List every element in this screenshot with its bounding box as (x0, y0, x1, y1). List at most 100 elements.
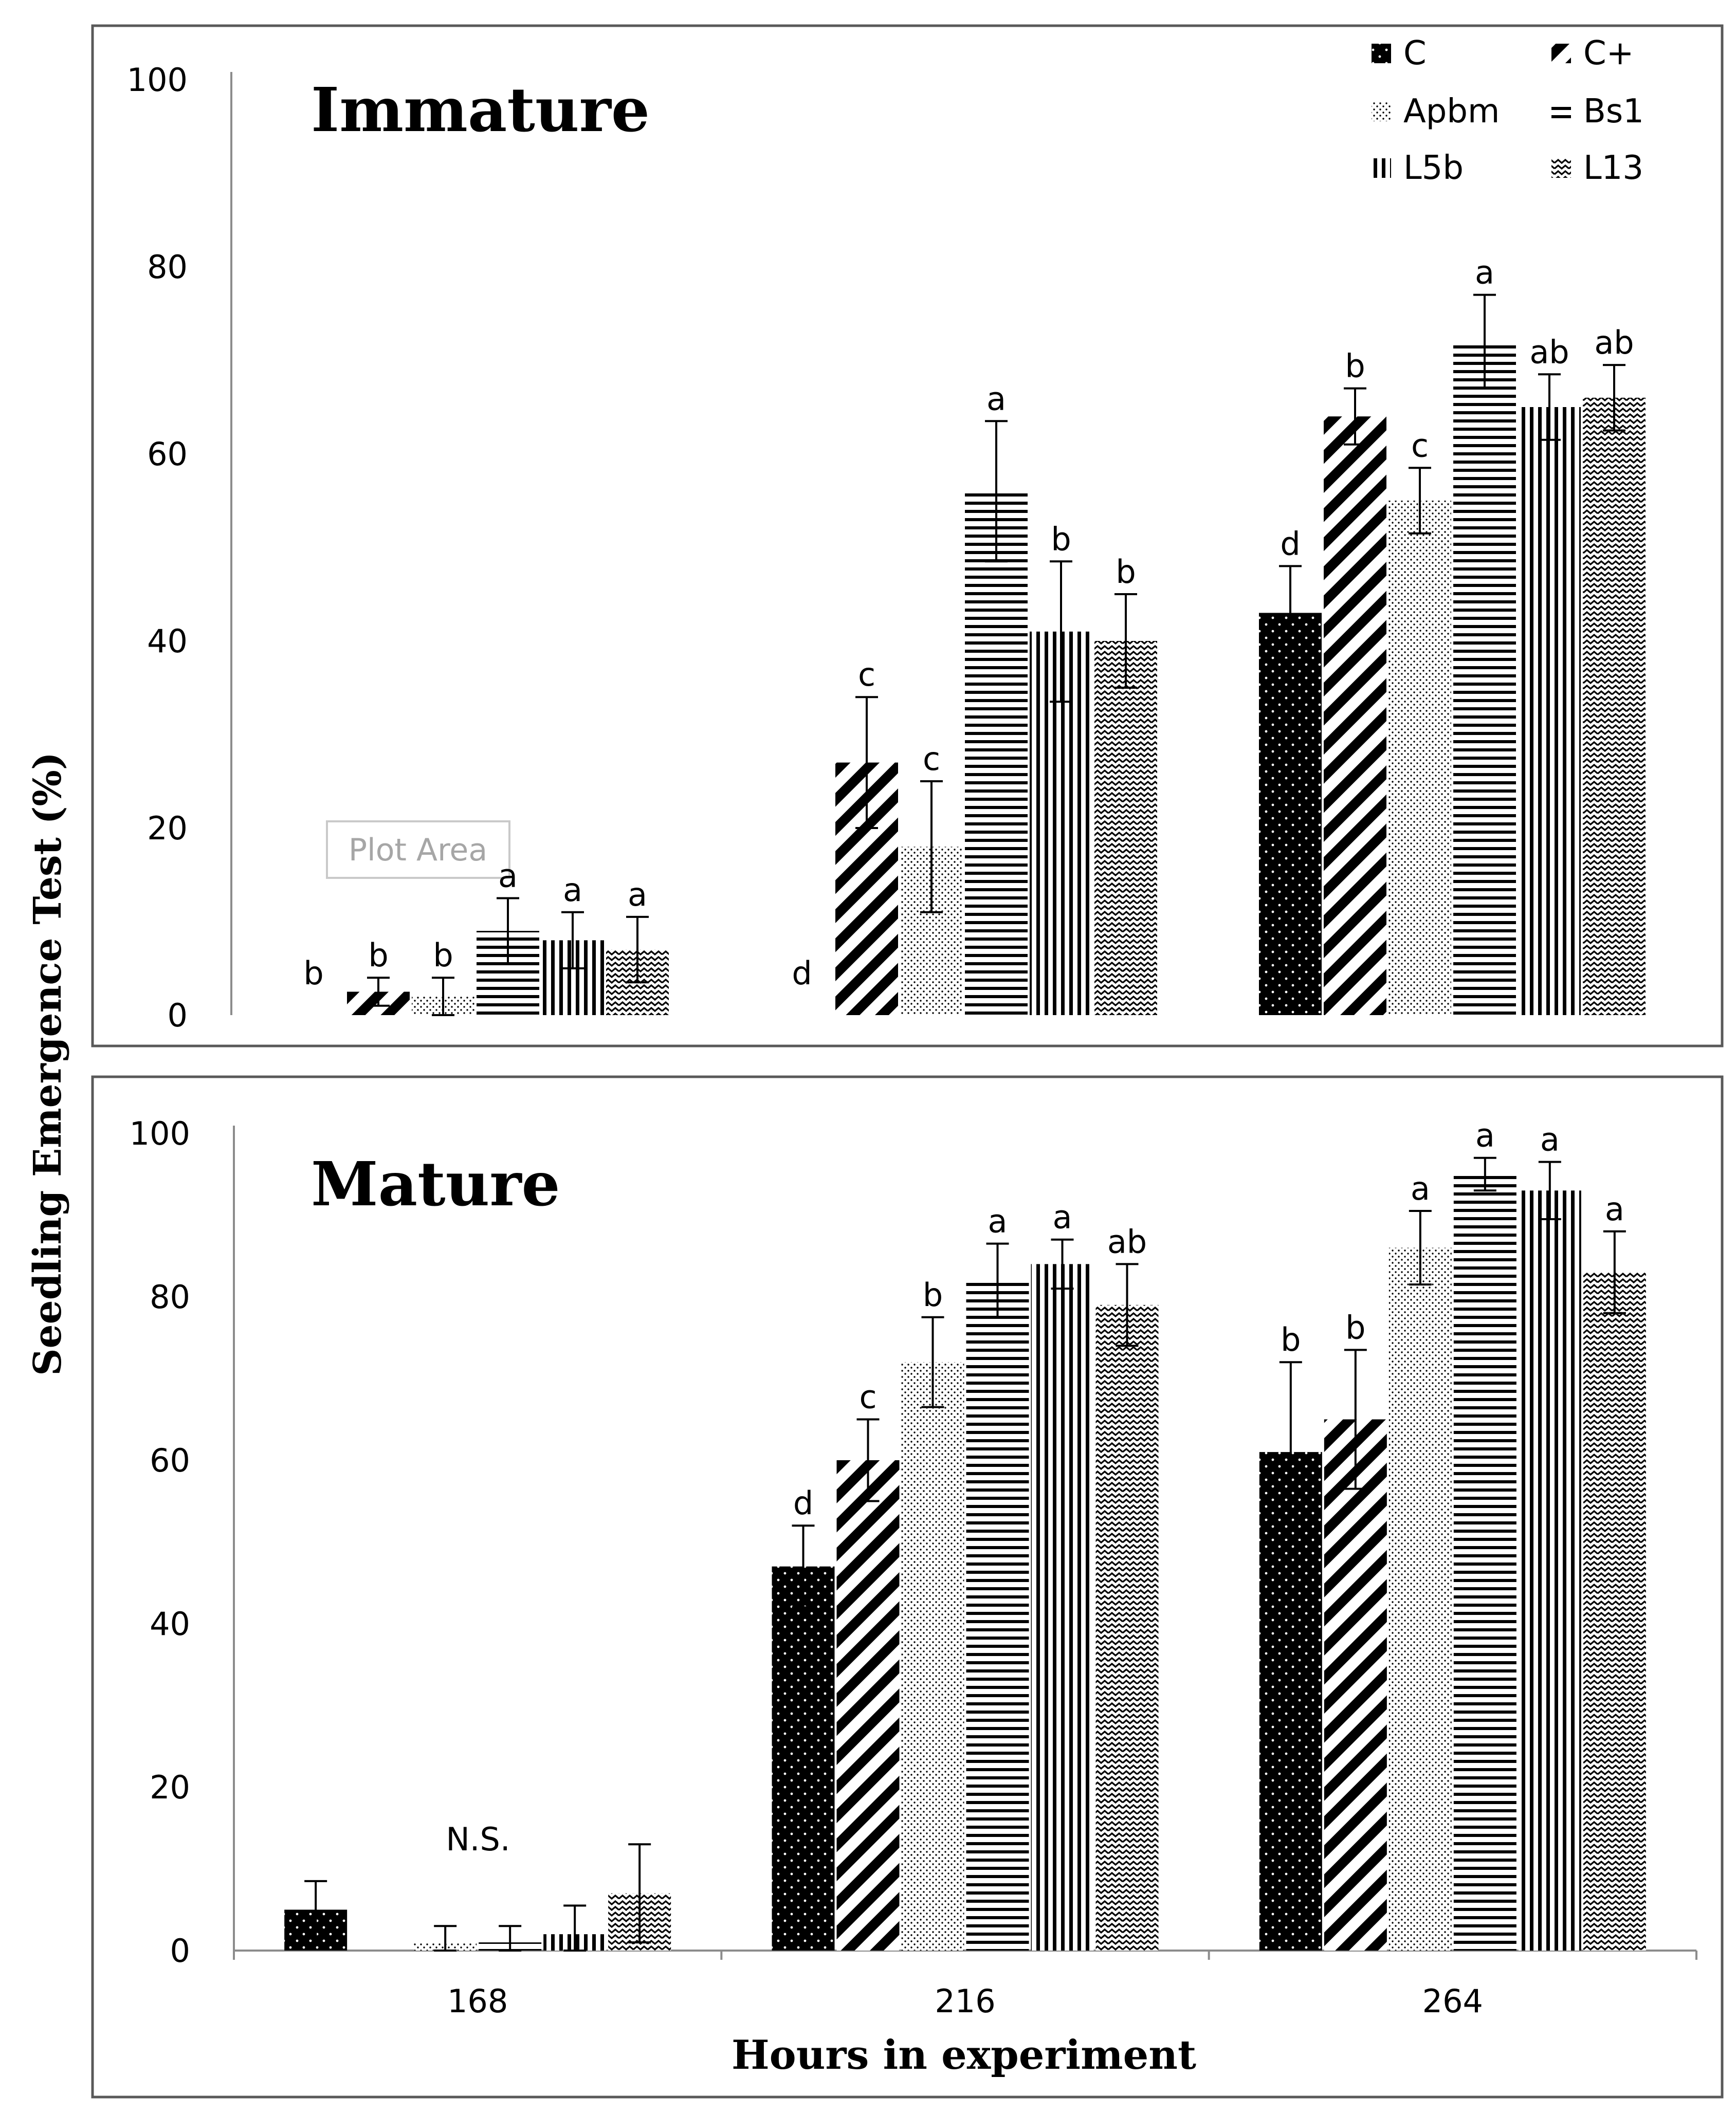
bar-c-264 (1259, 613, 1322, 1015)
legend-swatch-l13 (1551, 158, 1571, 178)
bar-c-216 (772, 1566, 835, 1951)
significance-letter: a (628, 876, 647, 913)
significance-letter: ab (1594, 324, 1634, 361)
legend-swatch-l5b (1372, 158, 1391, 178)
bar-cplus-264 (1324, 416, 1386, 1016)
error-bar-l5b-168 (563, 1904, 587, 1952)
error-bar-apbm-216 (920, 780, 943, 913)
y-tick-label: 0 (168, 997, 188, 1034)
y-tick-label: 20 (147, 810, 188, 847)
error-bar-cplus-168 (367, 977, 390, 1007)
significance-letter: b (1345, 347, 1365, 385)
significance-letter: a (1053, 1199, 1072, 1236)
error-bar-l5b-216 (1050, 560, 1072, 703)
bar-l13-264 (1583, 397, 1646, 1015)
significance-letter: b (433, 936, 453, 974)
y-tick-label: 80 (150, 1278, 190, 1316)
significance-letter: b (368, 936, 388, 974)
error-bar-l13-216 (1114, 593, 1137, 689)
significance-letter: a (986, 380, 1006, 417)
y-tick-label: 60 (150, 1442, 190, 1479)
error-bar-l5b-264 (1538, 373, 1561, 441)
significance-letter: c (1411, 427, 1429, 464)
error-bar-l13-168 (628, 1843, 651, 1944)
significance-letter: b (1345, 1309, 1365, 1346)
error-bar-l5b-216 (1051, 1238, 1074, 1290)
significance-letter: ab (1107, 1223, 1147, 1260)
bar-l5b-216 (1031, 1264, 1094, 1951)
error-bar-apbm-168 (432, 977, 454, 1016)
error-bar-l13-264 (1603, 364, 1625, 432)
bar-bs1-216 (966, 1280, 1029, 1951)
significance-letter: ab (1529, 333, 1569, 371)
error-bar-bs1-168 (499, 1925, 522, 1952)
error-bar-cplus-216 (856, 1418, 880, 1502)
legend-label-l13: L13 (1583, 149, 1643, 187)
tooltip-label: Plot Area (349, 832, 487, 868)
significance-letter: a (498, 857, 518, 895)
y-axis-label: Seedling Emergence Test (%) (26, 752, 70, 1376)
legend-item-c: C (1372, 34, 1427, 72)
error-bar-c-168 (304, 1880, 327, 1940)
legend-item-cplus: C+ (1551, 34, 1634, 72)
bar-l5b-264 (1518, 407, 1581, 1015)
significance-letter: d (792, 954, 812, 992)
error-bar-bs1-216 (986, 1242, 1009, 1318)
error-bar-cplus-264 (1344, 387, 1366, 446)
bar-apbm-264 (1388, 501, 1451, 1015)
bar-l5b-264 (1518, 1190, 1581, 1951)
significance-letter: a (1411, 1170, 1430, 1207)
plot-area-tooltip: Plot Area (326, 820, 510, 879)
y-tick-label: 100 (130, 1115, 190, 1152)
y-tick-label: 0 (170, 1932, 190, 1970)
legend-item-l13: L13 (1551, 149, 1643, 187)
significance-letter: c (859, 1378, 876, 1416)
y-tick-label: 100 (127, 61, 188, 99)
significance-letter: a (1475, 1117, 1495, 1154)
y-tick-label: 60 (147, 435, 188, 473)
bar-bs1-264 (1453, 341, 1516, 1015)
error-bar-bs1-264 (1473, 1156, 1496, 1192)
y-tick-label: 80 (147, 248, 188, 286)
significance-letter: a (1540, 1121, 1560, 1159)
bar-bs1-264 (1453, 1174, 1516, 1951)
significance-letter: d (1280, 525, 1300, 562)
legend: C C+ Apbm Bs1 L5b L13 (1372, 34, 1644, 187)
error-bar-apbm-264 (1409, 1210, 1432, 1286)
significance-letter: b (1051, 520, 1071, 558)
significance-letter: c (858, 656, 875, 693)
significance-letter: a (988, 1203, 1008, 1240)
legend-label-cplus: C+ (1583, 34, 1634, 72)
ns-note: N.S. (446, 1821, 510, 1858)
error-bar-l5b-168 (561, 911, 584, 969)
legend-label-apbm: Apbm (1403, 93, 1500, 131)
x-axis-label: Hours in experiment (732, 2032, 1196, 2079)
legend-item-bs1: Bs1 (1551, 93, 1644, 131)
significance-letter: a (1605, 1190, 1624, 1228)
y-tick-label: 40 (147, 622, 188, 660)
error-bar-l13-168 (626, 915, 649, 984)
error-bar-apbm-168 (434, 1925, 457, 1952)
legend-item-apbm: Apbm (1372, 93, 1500, 131)
legend-swatch-c (1372, 44, 1391, 63)
error-bar-bs1-168 (497, 897, 519, 965)
significance-letter: c (923, 740, 940, 778)
error-bar-cplus-264 (1344, 1349, 1367, 1490)
significance-letter: b (1116, 553, 1136, 591)
error-bar-l5b-264 (1538, 1161, 1561, 1220)
significance-letter: a (563, 871, 582, 909)
legend-item-l5b: L5b (1372, 149, 1464, 187)
bar-apbm-264 (1388, 1247, 1452, 1951)
legend-label-bs1: Bs1 (1583, 93, 1644, 131)
error-bar-bs1-264 (1473, 293, 1496, 390)
error-bar-cplus-216 (855, 696, 878, 829)
legend-swatch-apbm (1372, 102, 1391, 121)
error-bar-bs1-216 (985, 420, 1008, 563)
significance-letter: b (303, 954, 323, 992)
bar-l13-264 (1583, 1272, 1646, 1951)
y-tick-label: 20 (150, 1769, 190, 1806)
x-tick-label: 216 (935, 1982, 995, 2020)
legend-label-l5b: L5b (1403, 149, 1464, 187)
